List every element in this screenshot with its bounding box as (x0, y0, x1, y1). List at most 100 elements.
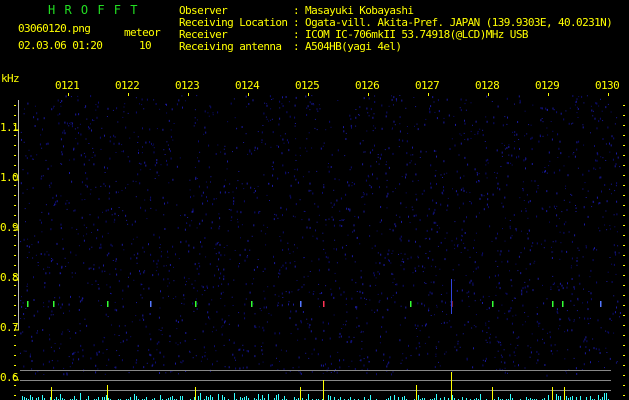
noise-pixel (316, 221, 318, 223)
noise-pixel (31, 368, 33, 370)
count-bar (222, 395, 223, 400)
noise-pixel (166, 141, 168, 143)
noise-pixel (108, 358, 110, 361)
noise-pixel (392, 294, 394, 296)
noise-pixel (109, 273, 111, 275)
noise-pixel (424, 282, 426, 284)
noise-pixel (226, 168, 228, 170)
noise-pixel (98, 300, 100, 302)
noise-pixel (60, 306, 62, 309)
noise-pixel (346, 311, 348, 313)
noise-pixel (374, 311, 376, 313)
noise-pixel (180, 361, 182, 363)
noise-pixel (278, 123, 280, 126)
noise-pixel (434, 208, 436, 211)
noise-pixel (319, 306, 320, 308)
noise-pixel (28, 202, 30, 204)
noise-pixel (164, 228, 166, 230)
noise-pixel (170, 135, 172, 138)
noise-pixel (189, 224, 191, 227)
y-minor-tick-right (623, 175, 625, 176)
noise-pixel (537, 339, 539, 342)
noise-pixel (343, 291, 345, 294)
noise-pixel (60, 343, 62, 345)
noise-pixel (586, 95, 588, 97)
noise-pixel (330, 293, 332, 296)
noise-pixel (545, 107, 547, 110)
noise-pixel (559, 282, 561, 285)
noise-pixel (297, 289, 299, 291)
meteor-echo (562, 301, 564, 307)
noise-pixel (88, 267, 90, 270)
noise-pixel (197, 157, 198, 159)
noise-pixel (588, 323, 590, 325)
noise-pixel (434, 174, 436, 177)
count-bar (160, 395, 161, 400)
noise-pixel (372, 149, 374, 152)
noise-pixel (278, 276, 279, 278)
noise-pixel (228, 192, 230, 194)
noise-pixel (48, 266, 50, 268)
noise-pixel (590, 269, 592, 272)
noise-pixel (325, 363, 326, 366)
noise-pixel (484, 360, 486, 362)
noise-pixel (406, 152, 408, 155)
noise-pixel (615, 185, 617, 187)
noise-pixel (280, 206, 282, 209)
noise-pixel (215, 253, 217, 255)
noise-pixel (61, 333, 63, 336)
noise-pixel (208, 166, 210, 169)
noise-pixel (372, 193, 374, 195)
noise-pixel (328, 261, 330, 264)
noise-pixel (184, 100, 186, 102)
noise-pixel (51, 360, 53, 362)
noise-pixel (597, 153, 599, 156)
noise-pixel (232, 191, 234, 193)
noise-pixel (253, 303, 254, 305)
noise-pixel (227, 283, 229, 286)
noise-pixel (118, 215, 119, 217)
noise-pixel (376, 161, 377, 163)
noise-pixel (159, 307, 161, 309)
noise-pixel (175, 342, 177, 344)
noise-pixel (312, 192, 314, 195)
noise-pixel (362, 196, 364, 198)
noise-pixel (263, 224, 265, 226)
noise-pixel (28, 149, 30, 151)
noise-pixel (488, 296, 490, 297)
noise-pixel (362, 163, 364, 166)
x-tick-mark (128, 93, 129, 96)
noise-pixel (444, 353, 446, 355)
noise-pixel (223, 268, 225, 271)
noise-pixel (116, 350, 118, 352)
noise-pixel (277, 217, 279, 219)
noise-pixel (127, 112, 129, 114)
noise-pixel (616, 231, 618, 233)
noise-pixel (317, 353, 319, 356)
noise-pixel (42, 363, 44, 366)
noise-pixel (416, 336, 418, 337)
noise-pixel (499, 282, 500, 285)
noise-pixel (616, 152, 617, 155)
count-bar (168, 398, 169, 400)
noise-pixel (474, 168, 476, 171)
noise-pixel (241, 183, 243, 185)
noise-pixel (414, 163, 416, 165)
noise-pixel (26, 257, 28, 259)
noise-pixel (163, 364, 165, 366)
noise-pixel (194, 109, 196, 111)
count-bar (30, 395, 31, 400)
noise-pixel (92, 147, 94, 149)
noise-pixel (451, 138, 453, 140)
noise-pixel (365, 298, 367, 300)
y-minor-tick (14, 185, 16, 186)
noise-pixel (123, 249, 125, 251)
noise-pixel (303, 257, 304, 259)
noise-pixel (196, 119, 198, 121)
count-bar (480, 394, 481, 400)
noise-pixel (374, 244, 376, 247)
count-bar (104, 397, 105, 400)
noise-pixel (419, 346, 421, 348)
noise-pixel (474, 261, 476, 264)
noise-pixel (470, 279, 472, 282)
